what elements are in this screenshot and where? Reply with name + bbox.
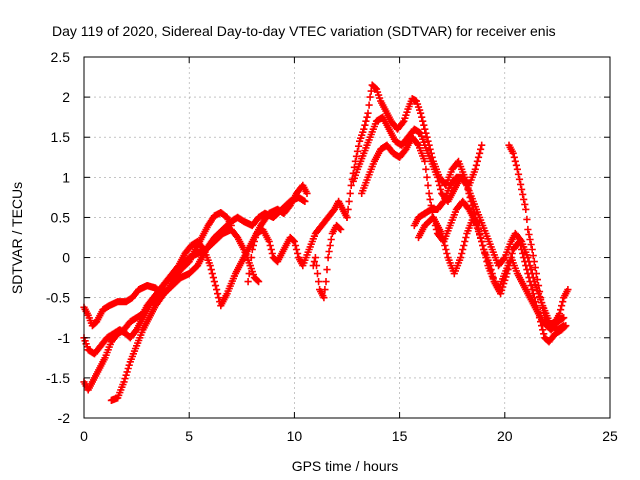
series-track-4 (107, 193, 309, 404)
y-axis-label: SDTVAR / TECUs (9, 182, 25, 294)
y-tick-label: 1.5 (51, 129, 71, 145)
chart-title: Day 119 of 2020, Sidereal Day-to-day VTE… (52, 23, 556, 39)
series-track-10 (410, 141, 486, 230)
series-track-5 (244, 197, 351, 286)
x-tick-label: 25 (602, 428, 618, 444)
plot-frame (83, 56, 611, 419)
x-tick-label: 15 (392, 428, 408, 444)
y-tick-label: -1 (58, 330, 71, 346)
y-tick-label: -1.5 (46, 370, 70, 386)
data-points (80, 81, 572, 404)
data-point-markers (107, 193, 309, 404)
y-tick-label: 0.5 (51, 209, 71, 225)
x-axis-label: GPS time / hours (292, 458, 399, 474)
y-tick-label: 0 (62, 250, 70, 266)
series-track-11 (414, 213, 481, 278)
y-tick-label: 2 (62, 89, 70, 105)
y-tick-label: -2 (58, 410, 71, 426)
grid (84, 57, 610, 418)
x-tick-label: 0 (80, 428, 88, 444)
y-tick-label: -0.5 (46, 290, 70, 306)
axis-ticks (83, 56, 611, 419)
data-point-markers (358, 133, 570, 346)
x-tick-label: 10 (287, 428, 303, 444)
x-tick-label: 5 (185, 428, 193, 444)
series-track-9 (358, 133, 570, 346)
data-point-markers (309, 221, 345, 302)
y-tick-labels: -2 -1.5 -1 -0.5 0 0.5 1 1.5 2 2.5 (46, 49, 70, 426)
y-tick-label: 1 (62, 169, 70, 185)
data-point-markers (505, 141, 572, 330)
y-tick-label: 2.5 (51, 49, 71, 65)
data-point-markers (414, 213, 481, 278)
data-point-markers (244, 197, 351, 286)
x-tick-label: 20 (497, 428, 513, 444)
data-point-markers (410, 141, 486, 230)
series-track-6 (309, 221, 345, 302)
series-track-12 (505, 141, 572, 330)
x-tick-labels: 0 5 10 15 20 25 (80, 428, 618, 444)
